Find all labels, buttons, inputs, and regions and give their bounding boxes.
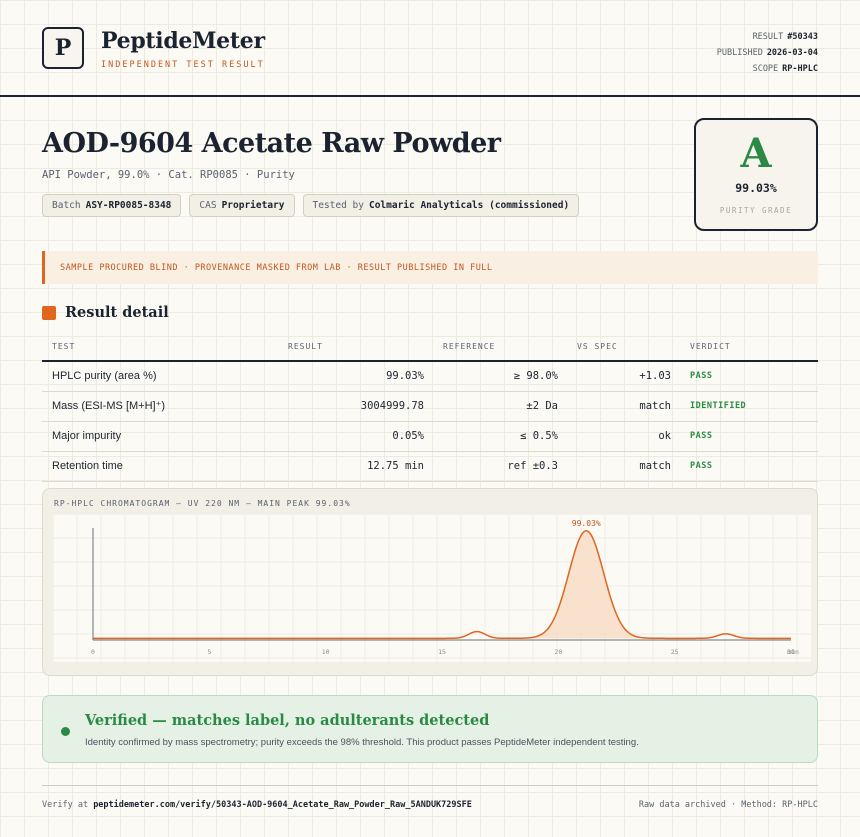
meta-result: RESULT #50343 [752,32,818,42]
grade-label: PURITY GRADE [719,206,793,215]
batch-chip: Batch ASY-RP0085-8348 [42,194,182,217]
chromatogram-trace [93,530,791,640]
meta-scope: SCOPE RP-HPLC [752,64,818,74]
brand-name[interactable]: PeptideMeter [101,28,265,54]
cell-result: 0.05% [392,430,424,442]
cell-reference: ±2 Da [526,400,558,412]
x-tick-label: 25 [671,648,679,656]
verdict-text: Identity confirmed by mass spectrometry;… [85,737,639,748]
cell-vs-spec: match [639,460,671,472]
table-row: Retention time 12.75 min ref ±0.3 match … [42,452,818,482]
verify-link-text: Verify at peptidemeter.com/verify/50343-… [42,800,472,810]
main-peak-label: 99.03% [572,519,601,528]
x-tick-label: 15 [438,648,446,656]
meta-published: PUBLISHED 2026-03-04 [716,48,818,58]
chart-title: RP-HPLC CHROMATOGRAM — UV 220 NM — MAIN … [54,499,351,508]
cell-verdict: PASS [690,371,713,381]
header-verdict: VERDICT [690,342,731,351]
report-header: P PeptideMeter INDEPENDENT TEST RESULT R… [0,0,860,97]
purity-grade-card: A 99.03% PURITY GRADE [694,118,818,231]
footer-method: Raw data archived · Method: RP-HPLC [638,800,818,810]
section-title: Result detail [65,304,169,321]
verify-url[interactable]: peptidemeter.com/verify/50343-AOD-9604_A… [93,800,472,810]
cell-verdict: PASS [690,461,713,471]
report-meta: RESULT #50343 PUBLISHED 2026-03-04 SCOPE RP… [717,29,818,77]
result-table: TEST RESULT REFERENCE VS SPEC VERDICT HP… [42,339,818,482]
footer-divider [42,785,818,786]
plot-background [53,514,811,662]
table-row: Mass (ESI-MS [M+H]⁺) 3004999.78 ±2 Da ma… [42,392,818,422]
verdict-title: Verified — matches label, no adulterants… [85,712,490,729]
grade-value: 99.03% [735,181,777,195]
cell-result: 3004999.78 [360,400,424,412]
x-tick-label: 10 [322,648,330,656]
tested-by-chip: Tested by Colmaric Analyticals (commissio… [302,194,580,217]
brand-tagline: INDEPENDENT TEST RESULT [101,60,265,70]
header-test: TEST [52,342,76,351]
cell-result: 12.75 min [367,460,424,472]
cell-vs-spec: +1.03 [639,370,671,382]
x-tick-label: 5 [207,648,211,656]
verified-dot-icon [61,727,70,736]
cell-vs-spec: match [639,400,671,412]
cell-result: 99.03% [386,370,424,382]
header-result: RESULT [288,342,323,351]
x-tick-label: 20 [554,648,562,656]
grade-letter: A [740,130,772,177]
cell-verdict: PASS [690,431,713,441]
cell-verdict: IDENTIFIED [690,401,747,411]
x-tick-label: 0 [91,648,95,656]
header-vs-spec: VS SPEC [577,342,618,351]
cell-reference: ≥ 98.0% [513,370,558,382]
main-peak-fill [516,530,657,639]
chromatogram-card: RP-HPLC CHROMATOGRAM — UV 220 NM — MAIN … [42,488,818,676]
cell-test: HPLC purity (area %) [52,370,157,382]
cell-test: Major impurity [52,430,122,442]
table-header: TEST RESULT REFERENCE VS SPEC VERDICT [42,339,818,362]
section-marker-icon [42,305,56,320]
product-chips: Batch ASY-RP0085-8348 CAS Proprietary Test… [42,194,580,217]
cell-reference: ≤ 0.5% [520,430,558,442]
product-title: AOD-9604 Acetate Raw Powder [42,128,501,159]
x-tick-label: 30 [787,648,795,656]
x-axis-unit: min [787,648,799,656]
cell-test: Mass (ESI-MS [M+H]⁺) [52,400,166,412]
verdict-banner: Verified — matches label, no adulterants… [42,695,818,763]
cell-reference: ref ±0.3 [507,460,558,472]
header-reference: REFERENCE [443,342,496,351]
cell-vs-spec: ok [658,430,671,442]
cell-test: Retention time [52,460,123,472]
table-row: HPLC purity (area %) 99.03% ≥ 98.0% +1.0… [42,362,818,392]
procurement-notice: SAMPLE PROCURED BLIND · PROVENANCE MASKE… [42,251,818,284]
result-detail-heading: Result detail [42,304,169,321]
product-subtitle: API Powder, 99.0% · Cat. RP0085 · Purity [42,169,295,181]
table-row: Major impurity 0.05% ≤ 0.5% ok PASS [42,422,818,452]
brand-logo[interactable]: P [42,27,84,69]
cas-chip: CAS Proprietary [189,194,295,217]
